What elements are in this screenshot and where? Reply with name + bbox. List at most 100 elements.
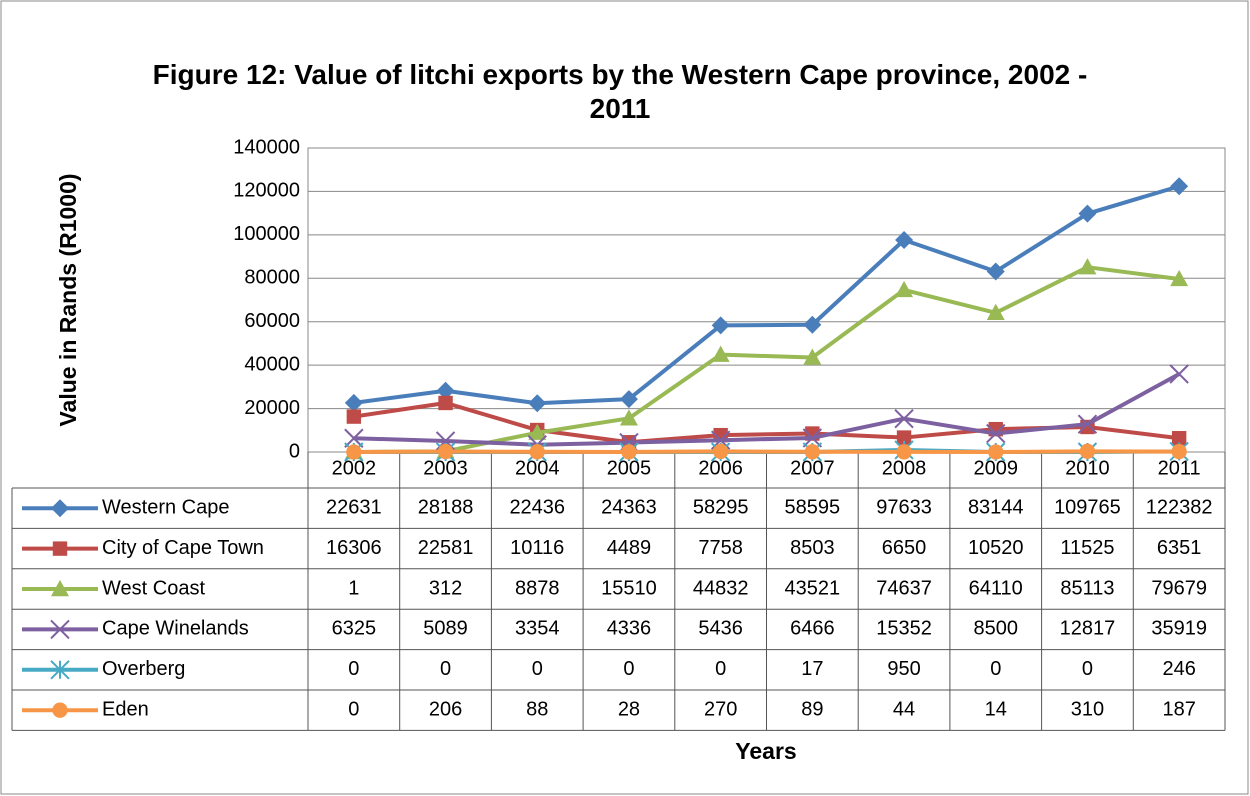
data-point [986, 262, 1005, 281]
x-tick-label: 2003 [423, 457, 468, 479]
data-point [711, 345, 730, 362]
table-cell: 950 [887, 658, 920, 680]
data-point [895, 230, 914, 249]
legend-label: West Coast [102, 577, 205, 599]
data-point [1170, 269, 1189, 287]
data-point [1170, 177, 1189, 196]
table-cell: 14 [985, 698, 1007, 720]
data-point [988, 444, 1004, 460]
table-cell: 28188 [418, 496, 474, 518]
table-cell: 22436 [509, 496, 565, 518]
series-line [353, 184, 1180, 406]
table-cell: 122382 [1146, 496, 1213, 518]
table-cell: 10116 [510, 537, 564, 559]
table-cell: 0 [715, 658, 726, 680]
legend-label: Cape Winelands [102, 618, 249, 640]
table-cell: 88 [526, 698, 548, 720]
data-point [438, 395, 453, 411]
table-cell: 58595 [785, 496, 841, 518]
data-point [528, 394, 547, 413]
x-tick-label: 2009 [974, 457, 1019, 479]
data-point [986, 423, 1006, 444]
table-cell: 74637 [876, 577, 932, 599]
table-cell: 3354 [515, 618, 560, 640]
data-point [711, 316, 730, 335]
y-tick-label: 80000 [244, 267, 300, 289]
x-tick-label: 2002 [332, 457, 377, 479]
data-point [619, 409, 638, 426]
series-line [353, 372, 1181, 447]
data-point [713, 443, 729, 460]
table-cell: 58295 [693, 496, 749, 518]
data-point [621, 444, 637, 460]
table-cell: 0 [440, 658, 451, 680]
data-point [1078, 204, 1097, 223]
legend-label: City of Cape Town [102, 537, 264, 559]
data-point [437, 443, 454, 460]
data-point [436, 381, 455, 400]
data-point [1078, 258, 1097, 275]
legend-label: Western Cape [102, 496, 229, 518]
legend-marker [52, 541, 68, 556]
x-tick-label: 2007 [790, 457, 835, 479]
data-point [1079, 443, 1096, 459]
legend-label: Eden [102, 698, 149, 720]
table-cell: 4336 [607, 618, 652, 640]
table-cell: 6351 [1157, 537, 1202, 559]
y-tick-label: 100000 [233, 223, 300, 245]
table-cell: 0 [348, 658, 359, 680]
data-point [1169, 364, 1189, 384]
table-cell: 6325 [332, 618, 377, 640]
data-point [802, 428, 823, 448]
data-point [528, 423, 547, 440]
x-axis-label: Years [735, 738, 796, 764]
y-tick-label: 140000 [233, 136, 300, 158]
table-cell: 8878 [515, 577, 560, 599]
table-cell: 85113 [1060, 577, 1114, 599]
table-cell: 10520 [968, 537, 1024, 559]
table-cell: 28 [618, 698, 640, 720]
table-cell: 11525 [1060, 537, 1114, 559]
table-cell: 0 [348, 698, 359, 720]
table-cell: 206 [429, 698, 462, 720]
table-cell: 15352 [876, 618, 932, 640]
table-cell: 17 [801, 658, 823, 680]
data-point [895, 280, 914, 298]
x-tick-label: 2004 [515, 457, 560, 479]
x-tick-label: 2005 [607, 457, 652, 479]
series-line [353, 449, 1180, 454]
table-cell: 270 [704, 698, 737, 720]
table-cell: 43521 [785, 577, 841, 599]
data-point [529, 444, 545, 460]
data-point [344, 428, 364, 448]
table-cell: 246 [1162, 658, 1195, 680]
x-tick-label: 2010 [1065, 457, 1110, 479]
table-cell: 44832 [693, 577, 749, 599]
y-tick-label: 60000 [244, 310, 300, 332]
table-cell: 0 [990, 658, 1001, 680]
table-cell: 8503 [790, 537, 835, 559]
table-cell: 35919 [1151, 618, 1207, 640]
data-point [894, 408, 914, 429]
y-tick-label: 120000 [233, 180, 300, 202]
table-cell: 5436 [698, 618, 743, 640]
table-cell: 64110 [969, 577, 1023, 599]
table-cell: 6466 [790, 618, 835, 640]
x-tick-label: 2008 [882, 457, 927, 479]
table-cell: 12817 [1060, 618, 1116, 640]
data-point [896, 444, 912, 460]
table-cell: 109765 [1054, 496, 1121, 518]
y-tick-label: 20000 [244, 397, 300, 419]
table-cell: 97633 [876, 496, 932, 518]
table-cell: 15510 [601, 577, 657, 599]
table-cell: 89 [801, 698, 823, 720]
table-cell: 310 [1071, 698, 1104, 720]
table-cell: 83144 [968, 496, 1024, 518]
table-cell: 5089 [423, 618, 468, 640]
legend-marker [50, 619, 70, 640]
data-point [804, 444, 820, 460]
table-cell: 312 [429, 577, 462, 599]
table-cell: 187 [1162, 698, 1195, 720]
